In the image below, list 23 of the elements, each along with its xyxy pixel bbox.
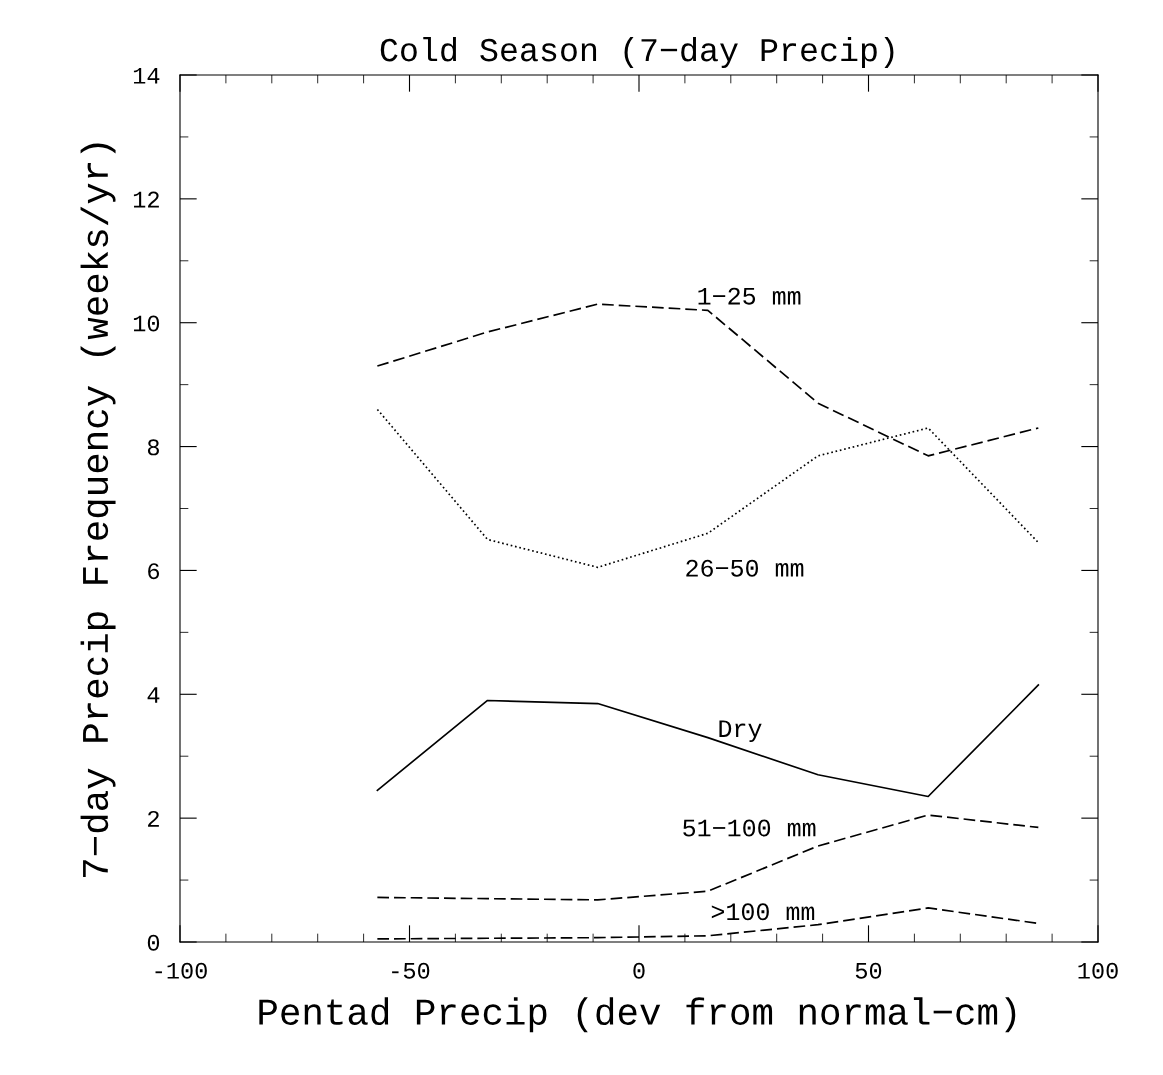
series-label: 26−50 mm (686, 559, 804, 577)
line-series (376, 814, 1040, 901)
series-label: 1−25 mm (698, 287, 801, 305)
x-tick-label: -100 (155, 962, 207, 979)
y-tick-label: 14 (133, 68, 160, 84)
chart-title: Cold Season (7−day Precip) (380, 36, 894, 69)
y-tick-label: 12 (133, 191, 159, 208)
x-tick-label: 50 (855, 962, 882, 979)
line-series (376, 684, 1040, 798)
y-axis-title: 7−day Precip Frequency (weeks/yr) (80, 143, 116, 877)
series-label: 51−100 mm (683, 819, 816, 837)
x-tick-label: 0 (633, 962, 645, 979)
y-tick-label: 8 (147, 439, 159, 456)
y-tick-label: 6 (148, 563, 160, 580)
x-tick-label: -50 (392, 962, 430, 979)
series-label: Dry (719, 720, 762, 743)
series-label: >100 mm (711, 903, 815, 921)
x-tick-label: 100 (1078, 962, 1118, 979)
y-tick-label: 4 (147, 687, 160, 703)
y-tick-label: 10 (133, 315, 160, 332)
y-tick-label: 2 (148, 810, 159, 827)
x-axis-title: Pentad Precip (dev from normal−cm) (259, 997, 1016, 1033)
y-tick-label: 0 (147, 934, 160, 951)
